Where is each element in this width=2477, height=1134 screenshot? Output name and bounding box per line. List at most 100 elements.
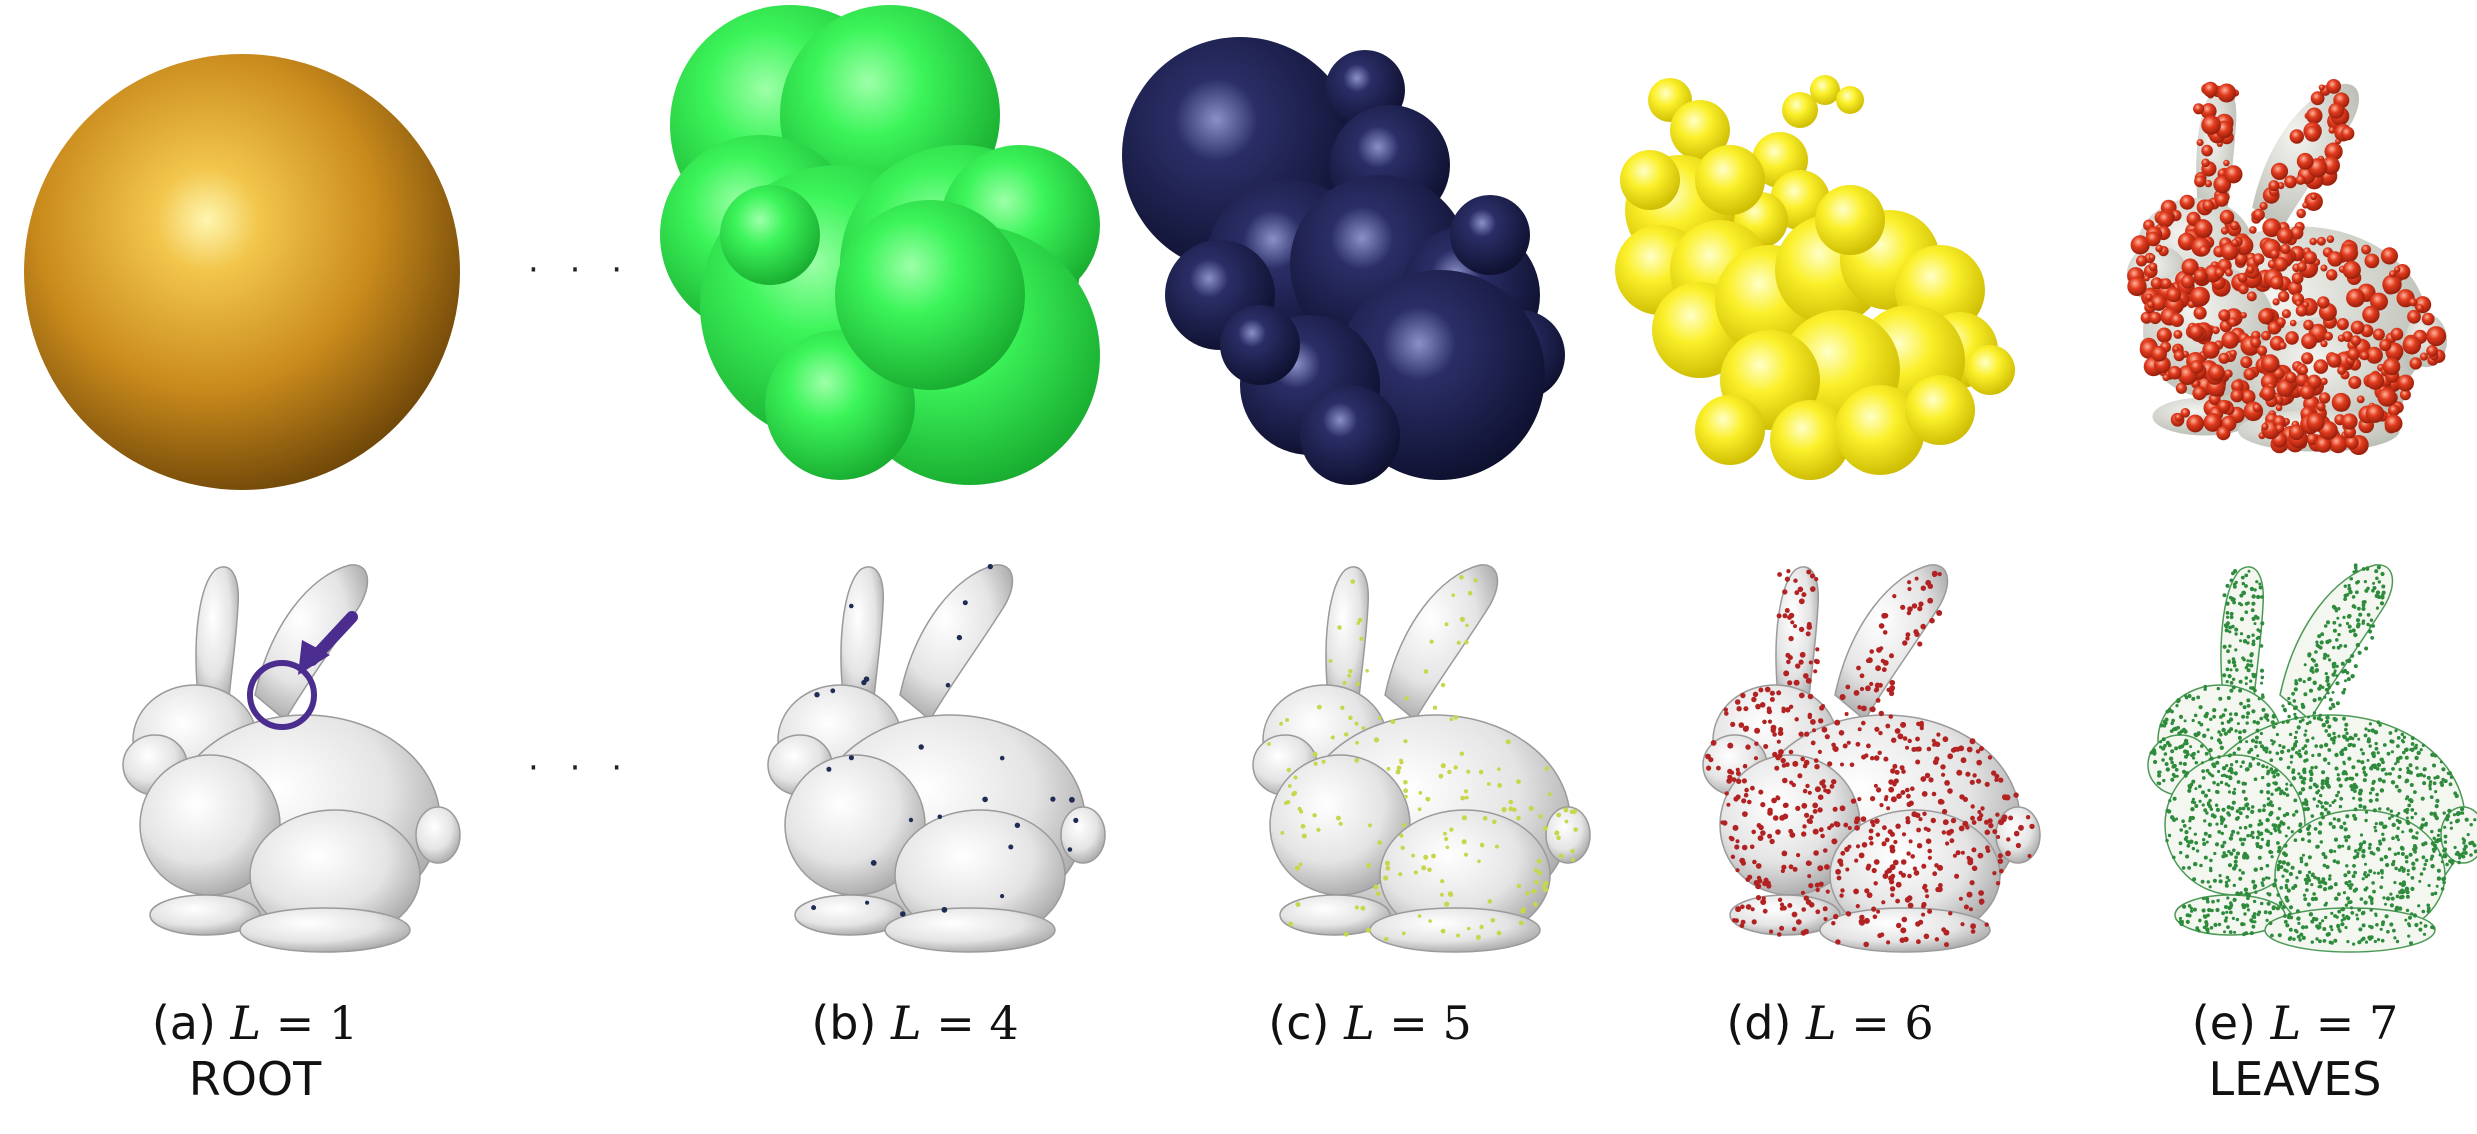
surface-point: [2332, 620, 2337, 625]
surface-point: [1810, 586, 1816, 592]
surface-point: [2246, 834, 2250, 838]
surface-point: [2336, 616, 2340, 620]
surface-point: [1788, 704, 1794, 709]
surface-point: [1927, 848, 1932, 854]
surface-point: [2163, 752, 2168, 756]
surface-point: [2227, 729, 2232, 734]
surface-point: [1840, 888, 1845, 893]
leaf-sphere: [2145, 231, 2161, 247]
surface-point: [2360, 938, 2364, 942]
surface-point: [2255, 842, 2260, 846]
surface-point: [2196, 731, 2201, 735]
surface-point: [2251, 601, 2256, 606]
surface-point: [2199, 863, 2203, 868]
surface-point: [2332, 705, 2336, 709]
leaf-sphere: [2252, 208, 2265, 221]
surface-point: [1536, 870, 1542, 876]
surface-point: [2197, 721, 2201, 725]
surface-point: [2161, 737, 2166, 742]
surface-point: [2265, 817, 2270, 823]
surface-point: [2308, 785, 2313, 790]
surface-point: [1741, 778, 1747, 784]
surface-point: [2278, 901, 2283, 905]
surface-point: [2287, 701, 2292, 706]
surface-point: [2361, 767, 2366, 771]
surface-point: [1547, 792, 1552, 797]
surface-point: [1858, 852, 1865, 859]
surface-point: [2419, 748, 2423, 752]
leaf-sphere: [2304, 192, 2323, 211]
surface-point: [2405, 811, 2409, 815]
surface-point: [2168, 799, 2172, 803]
surface-point: [2436, 868, 2441, 873]
surface-point: [1958, 745, 1965, 752]
surface-point: [2307, 855, 2312, 860]
surface-point: [1876, 787, 1882, 793]
leaf-sphere: [2230, 389, 2244, 403]
surface-point: [2228, 930, 2233, 934]
surface-point: [2249, 833, 2253, 838]
surface-point: [2278, 757, 2283, 761]
surface-point: [2429, 857, 2434, 861]
surface-point: [1829, 784, 1835, 789]
surface-point: [1906, 801, 1912, 808]
surface-point: [2321, 852, 2326, 856]
surface-point: [2307, 715, 2310, 719]
surface-point: [1762, 719, 1767, 725]
surface-point: [1788, 864, 1794, 870]
surface-point: [2323, 652, 2328, 657]
surface-point: [1915, 812, 1921, 818]
surface-point: [2217, 830, 2222, 834]
surface-point: [1832, 806, 1838, 812]
surface-point: [2432, 781, 2437, 786]
surface-point: [1781, 850, 1788, 857]
surface-point: [2218, 879, 2223, 884]
surface-point: [2345, 896, 2351, 901]
surface-point: [1861, 705, 1867, 712]
leaf-sphere: [2202, 81, 2219, 98]
surface-point: [2219, 815, 2224, 819]
surface-point: [2358, 788, 2363, 793]
surface-point: [1958, 825, 1965, 832]
surface-point: [2344, 903, 2349, 907]
surface-point: [1359, 636, 1364, 641]
surface-point: [2208, 885, 2212, 889]
surface-point: [2229, 578, 2234, 583]
surface-point: [1902, 640, 1908, 646]
surface-point: [2300, 787, 2306, 792]
surface-point: [2268, 849, 2273, 855]
surface-point: [2277, 825, 2281, 829]
surface-point: [2353, 565, 2358, 570]
surface-point: [1831, 779, 1837, 785]
surface-point: [2244, 584, 2248, 588]
leaf-sphere: [2328, 102, 2345, 119]
surface-point: [2234, 760, 2239, 764]
surface-point: [1846, 740, 1851, 745]
surface-point: [2400, 852, 2405, 856]
leaf-sphere: [2318, 392, 2331, 404]
surface-point: [2331, 662, 2336, 667]
surface-point: [1932, 871, 1938, 877]
surface-point: [2215, 760, 2220, 765]
leaf-sphere: [2372, 328, 2385, 341]
surface-point: [2195, 926, 2200, 931]
leaf-sphere: [2261, 423, 2269, 431]
surface-point: [1984, 819, 1989, 825]
surface-point: [1473, 578, 1478, 583]
surface-point: [2341, 669, 2345, 674]
surface-point: [1900, 859, 1907, 865]
surface-point: [1879, 646, 1884, 651]
surface-point: [2238, 837, 2243, 842]
surface-point: [1806, 569, 1812, 575]
surface-point: [2339, 796, 2344, 801]
surface-point: [1073, 817, 1079, 823]
surface-point: [2432, 836, 2436, 840]
surface-point: [1978, 890, 1984, 896]
surface-point: [2236, 780, 2241, 784]
surface-point: [2431, 847, 2436, 852]
surface-point: [2421, 909, 2426, 914]
leaf-sphere: [2303, 319, 2314, 331]
surface-point: [2305, 888, 2309, 892]
surface-point: [2359, 748, 2363, 752]
surface-point: [2452, 813, 2456, 817]
